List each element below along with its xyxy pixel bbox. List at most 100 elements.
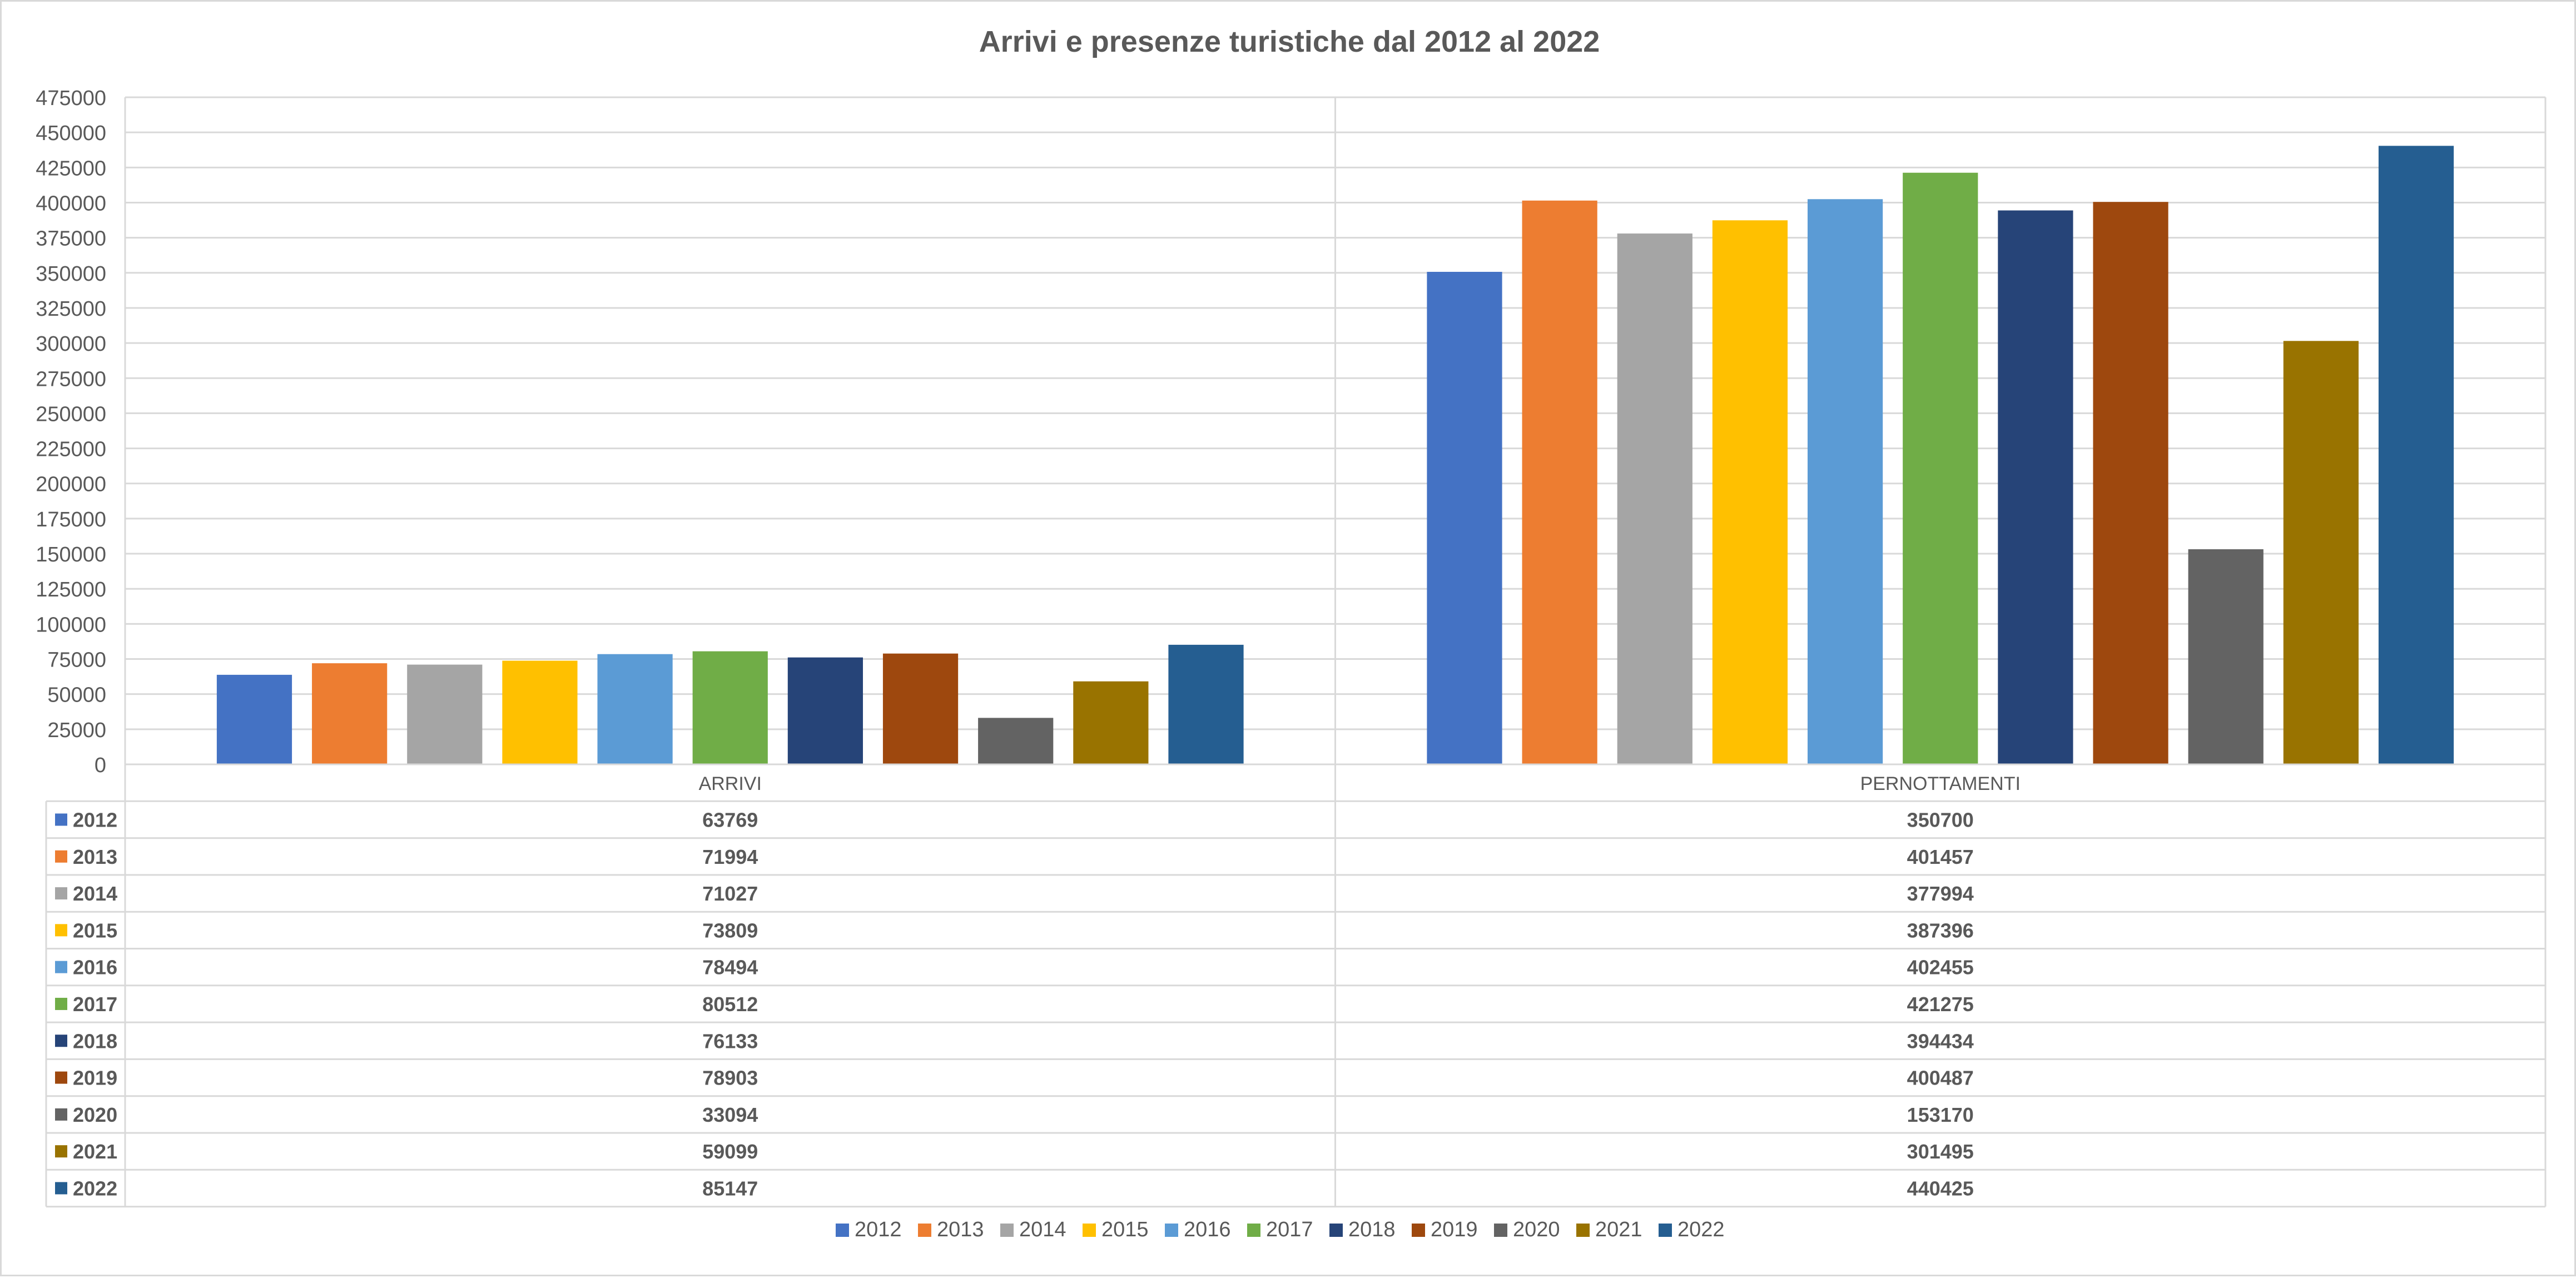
- bar-2022-arrivi: [1168, 644, 1244, 764]
- bar-2019-pernottamenti: [2093, 202, 2168, 764]
- table-series-label: 2020: [73, 1103, 117, 1126]
- legend-key-swatch: [55, 813, 67, 826]
- y-tick-label: 250000: [36, 402, 106, 426]
- bars: [216, 146, 2454, 765]
- data-label: 301495: [1907, 1140, 1974, 1163]
- legend-label: 2013: [937, 1218, 984, 1241]
- bar-2012-arrivi: [216, 674, 292, 764]
- y-tick-label: 450000: [36, 122, 106, 145]
- legend-label: 2015: [1101, 1218, 1149, 1241]
- legend-label: 2017: [1266, 1218, 1313, 1241]
- table-series-label: 2017: [73, 993, 117, 1016]
- data-label: 421275: [1907, 993, 1974, 1016]
- data-label: 387396: [1907, 919, 1974, 942]
- y-tick-label: 350000: [36, 262, 106, 286]
- legend-swatch: [918, 1224, 931, 1237]
- data-label: 71994: [702, 846, 758, 868]
- legend-swatch: [836, 1224, 849, 1237]
- bar-2019-arrivi: [882, 653, 959, 764]
- bar-2014-arrivi: [407, 664, 483, 764]
- bar-2013-pernottamenti: [1522, 200, 1597, 764]
- y-tick-label: 275000: [36, 367, 106, 391]
- gridlines: [124, 96, 2547, 1207]
- legend-swatch: [1329, 1224, 1343, 1237]
- bar-2021-arrivi: [1073, 681, 1149, 764]
- y-tick-label: 225000: [36, 438, 106, 461]
- legend-swatch: [1247, 1224, 1260, 1237]
- legend-key-swatch: [55, 924, 67, 937]
- data-label: 63769: [702, 808, 758, 831]
- bar-2014-pernottamenti: [1617, 233, 1692, 765]
- legend-swatch: [1659, 1224, 1672, 1237]
- table-series-label: 2012: [73, 808, 117, 831]
- legend-label: 2018: [1348, 1218, 1396, 1241]
- bar-2012-pernottamenti: [1427, 272, 1502, 764]
- data-label: 153170: [1907, 1103, 1974, 1126]
- legend-key-swatch: [55, 1145, 67, 1158]
- bar-2018-pernottamenti: [1998, 210, 2073, 764]
- y-axis-ticks: 0 25000 50000 75000 100000 125000 150000 175000…: [36, 87, 106, 777]
- table-series-label: 2015: [73, 919, 117, 942]
- data-label: 440425: [1907, 1177, 1974, 1200]
- data-label: 85147: [702, 1177, 758, 1200]
- data-label: 78903: [702, 1067, 758, 1090]
- category-label: PERNOTTAMENTI: [1860, 773, 2021, 794]
- legend-swatch: [1576, 1224, 1590, 1237]
- y-tick-label: 300000: [36, 332, 106, 356]
- legend: 2012 2013 2014 2015 2016 2017 2018 2019 2020 2021…: [836, 1218, 1725, 1241]
- y-tick-label: 175000: [36, 508, 106, 531]
- y-tick-label: 0: [95, 754, 106, 777]
- table-series-label: 2018: [73, 1030, 117, 1052]
- legend-key-swatch: [55, 1182, 67, 1195]
- data-label: 377994: [1907, 882, 1974, 905]
- bar-2015-pernottamenti: [1712, 220, 1788, 764]
- data-label: 402455: [1907, 956, 1974, 979]
- data-label: 33094: [702, 1103, 758, 1126]
- legend-swatch: [1083, 1224, 1096, 1237]
- legend-key-swatch: [55, 1035, 67, 1047]
- table-series-label: 2016: [73, 956, 117, 979]
- legend-swatch: [1494, 1224, 1507, 1237]
- data-label: 76133: [702, 1030, 758, 1052]
- data-table: ARRIVI PERNOTTAMENTI 2012 63769 350700 2013 71…: [45, 763, 2545, 1208]
- y-tick-label: 125000: [36, 578, 106, 601]
- legend-label: 2022: [1677, 1218, 1725, 1241]
- y-tick-label: 100000: [36, 613, 106, 636]
- legend-label: 2019: [1431, 1218, 1478, 1241]
- y-tick-label: 425000: [36, 157, 106, 180]
- legend-key-swatch: [55, 1108, 67, 1121]
- legend-key-swatch: [55, 961, 67, 973]
- bar-2020-arrivi: [978, 718, 1054, 764]
- legend-key-swatch: [55, 850, 67, 863]
- y-tick-label: 150000: [36, 543, 106, 566]
- legend-label: 2012: [855, 1218, 902, 1241]
- data-label: 394434: [1907, 1030, 1974, 1052]
- bar-2016-arrivi: [597, 654, 673, 764]
- legend-swatch: [1412, 1224, 1425, 1237]
- y-tick-label: 375000: [36, 227, 106, 251]
- bar-2022-pernottamenti: [2378, 146, 2454, 764]
- bar-2013-arrivi: [312, 663, 388, 764]
- data-label: 400487: [1907, 1067, 1974, 1090]
- legend-key-swatch: [55, 997, 67, 1010]
- y-tick-label: 400000: [36, 192, 106, 215]
- data-label: 80512: [702, 993, 758, 1016]
- table-series-label: 2013: [73, 846, 117, 868]
- data-label: 350700: [1907, 808, 1974, 831]
- y-tick-label: 325000: [36, 297, 106, 321]
- data-label: 59099: [702, 1140, 758, 1163]
- bar-2018-arrivi: [787, 657, 863, 764]
- legend-key-swatch: [55, 887, 67, 900]
- legend-label: 2014: [1019, 1218, 1066, 1241]
- bar-2017-pernottamenti: [1903, 172, 1978, 764]
- y-tick-label: 75000: [47, 649, 106, 672]
- legend-label: 2020: [1513, 1218, 1560, 1241]
- y-tick-label: 25000: [47, 719, 106, 742]
- bar-2020-pernottamenti: [2188, 549, 2264, 764]
- table-series-label: 2019: [73, 1067, 117, 1090]
- table-series-label: 2021: [73, 1140, 117, 1163]
- bar-2017-arrivi: [692, 651, 768, 764]
- y-tick-label: 50000: [47, 684, 106, 707]
